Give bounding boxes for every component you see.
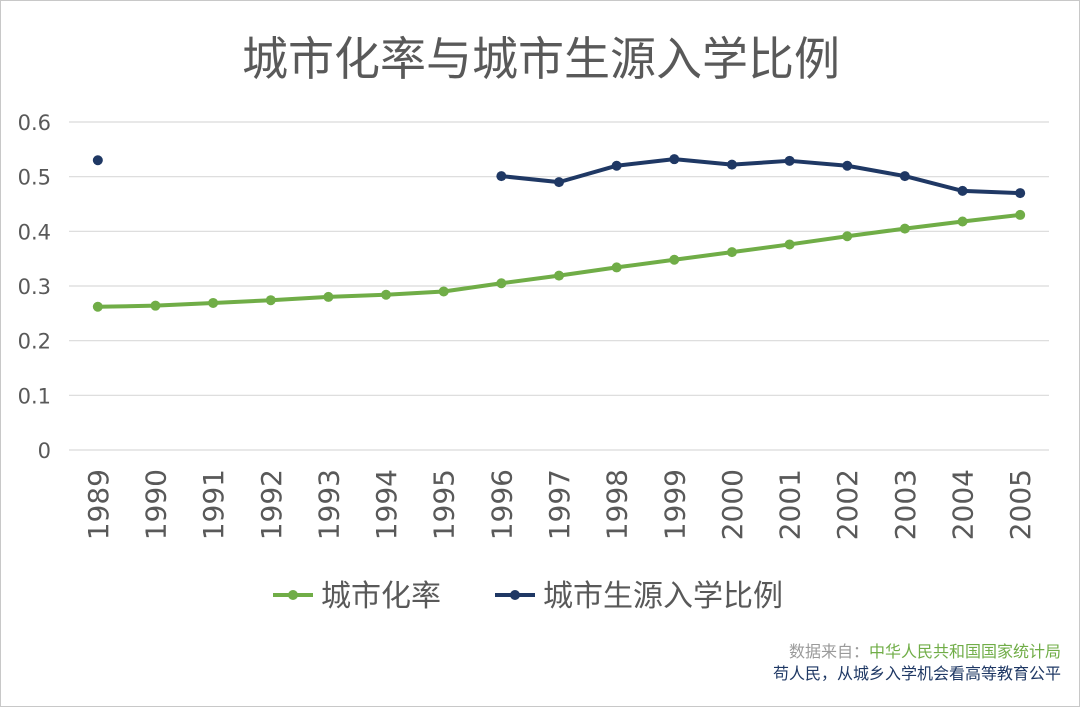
series-line	[95, 212, 1023, 309]
series-0	[92, 209, 1026, 312]
data-point	[1015, 188, 1026, 199]
data-point	[496, 278, 507, 289]
data-point	[323, 291, 334, 302]
data-point	[784, 239, 795, 250]
x-tick-label: 2000	[716, 469, 749, 540]
series-line	[499, 157, 1023, 196]
data-point	[381, 289, 392, 300]
data-point	[150, 300, 161, 311]
chart-title: 城市化率与城市生源入学比例	[242, 32, 840, 86]
x-tick-label: 1989	[82, 469, 115, 540]
data-point	[957, 216, 968, 227]
series-1	[92, 154, 1026, 199]
y-tick-label: 0	[38, 439, 51, 463]
x-tick-label: 1997	[543, 469, 576, 540]
data-point	[611, 160, 622, 171]
data-point	[669, 154, 680, 165]
y-tick-label: 0.4	[18, 220, 51, 244]
legend-marker	[288, 590, 298, 600]
data-point	[784, 155, 795, 166]
legend-marker	[510, 590, 520, 600]
y-tick-label: 0.3	[18, 275, 51, 299]
data-point	[265, 295, 276, 306]
x-tick-label: 1990	[139, 469, 172, 540]
data-point	[92, 301, 103, 312]
x-tick-label: 1992	[255, 469, 288, 540]
data-point	[611, 262, 622, 273]
x-tick-label: 2002	[831, 469, 864, 540]
x-tick-label: 2003	[889, 469, 922, 540]
data-point	[554, 270, 564, 281]
x-tick-label: 1991	[197, 469, 230, 540]
y-tick-label: 0.1	[18, 384, 51, 408]
data-point	[438, 286, 449, 297]
legend-item: 城市化率	[273, 579, 441, 614]
x-tick-label: 1999	[658, 469, 691, 540]
x-tick-label: 2005	[1004, 469, 1037, 540]
data-point	[554, 177, 564, 188]
x-axis-ticks: 1989 1990 1991 1992 1993 1994 1995 1996 1997 1998…	[82, 469, 1037, 540]
data-point	[669, 254, 680, 265]
x-tick-label: 1996	[485, 469, 518, 540]
source-reference: 苟人民，从城乡入学机会看高等教育公平	[773, 664, 1061, 683]
source-prefix: 数据来自：	[789, 642, 869, 661]
legend-label: 城市化率	[321, 579, 441, 614]
data-point	[726, 247, 737, 258]
source-credit: 数据来自：中华人民共和国国家统计局	[789, 642, 1061, 661]
data-point	[92, 155, 103, 166]
x-tick-label: 1998	[601, 469, 634, 540]
data-point	[208, 297, 219, 308]
data-point	[899, 223, 910, 234]
x-tick-label: 1993	[312, 469, 345, 540]
x-tick-label: 1994	[370, 469, 403, 540]
source-org: 中华人民共和国国家统计局	[869, 642, 1061, 661]
y-axis-ticks: 0 0.1 0.2 0.3 0.4 0.5 0.6	[18, 111, 51, 463]
y-tick-label: 0.5	[18, 166, 51, 190]
y-tick-label: 0.6	[18, 111, 51, 135]
x-tick-label: 2004	[947, 469, 980, 540]
data-point	[899, 171, 910, 182]
legend-label: 城市生源入学比例	[543, 579, 783, 614]
gridlines	[69, 121, 1049, 451]
data-point	[1015, 209, 1026, 220]
data-point	[726, 159, 737, 170]
y-tick-label: 0.2	[18, 330, 51, 354]
legend-item: 城市生源入学比例	[495, 579, 783, 614]
data-point	[842, 160, 853, 171]
x-tick-label: 1995	[428, 469, 461, 540]
data-point	[842, 231, 853, 242]
data-point	[957, 185, 968, 196]
data-point	[496, 171, 507, 182]
legend: 城市化率 城市生源入学比例	[273, 579, 783, 614]
x-tick-label: 2001	[774, 469, 807, 540]
series-layer	[92, 154, 1026, 312]
